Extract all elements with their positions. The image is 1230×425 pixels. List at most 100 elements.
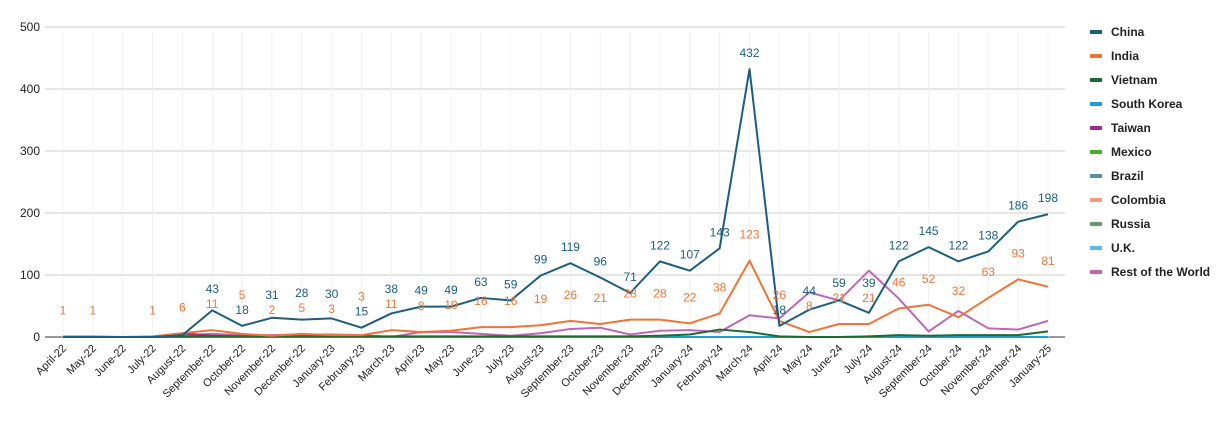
data-label: 6 bbox=[179, 300, 186, 314]
data-label: 59 bbox=[504, 277, 518, 291]
data-label: 49 bbox=[444, 283, 458, 297]
y-tick-label: 200 bbox=[20, 206, 40, 220]
data-label: 11 bbox=[385, 297, 398, 311]
data-label: 1 bbox=[149, 303, 156, 317]
data-label: 59 bbox=[832, 276, 846, 290]
data-label: 46 bbox=[892, 275, 906, 289]
data-label: 8 bbox=[418, 299, 425, 313]
data-label: 81 bbox=[1041, 254, 1055, 268]
data-label: 11 bbox=[206, 297, 219, 311]
data-label: 5 bbox=[298, 301, 305, 315]
data-label: 28 bbox=[653, 287, 667, 301]
series-line-china bbox=[63, 68, 1049, 338]
data-label: 28 bbox=[295, 286, 309, 300]
legend-label: Brazil bbox=[1111, 169, 1144, 183]
data-label: 107 bbox=[680, 248, 700, 262]
data-label: 52 bbox=[922, 272, 936, 286]
data-label: 31 bbox=[265, 288, 279, 302]
legend-item: India bbox=[1090, 44, 1210, 68]
data-label: 39 bbox=[862, 276, 876, 290]
legend-swatch bbox=[1090, 126, 1102, 130]
legend-swatch bbox=[1090, 222, 1102, 226]
legend-item: Brazil bbox=[1090, 164, 1210, 188]
series-line-india bbox=[63, 259, 1049, 338]
legend-swatch bbox=[1090, 54, 1102, 58]
data-label: 18 bbox=[773, 303, 787, 317]
x-tick-label: June-22 bbox=[92, 343, 129, 380]
data-label: 99 bbox=[534, 253, 548, 267]
data-label: 28 bbox=[623, 287, 637, 301]
data-label: 3 bbox=[328, 302, 335, 316]
data-label: 1 bbox=[90, 303, 97, 317]
data-label: 38 bbox=[385, 282, 399, 296]
legend-swatch bbox=[1090, 246, 1102, 250]
data-label: 49 bbox=[415, 284, 429, 298]
data-label: 26 bbox=[564, 288, 578, 302]
legend-label: U.K. bbox=[1111, 241, 1135, 255]
legend-label: Colombia bbox=[1111, 193, 1166, 207]
data-label: 138 bbox=[978, 228, 998, 242]
legend-label: Rest of the World bbox=[1111, 265, 1211, 279]
data-label: 15 bbox=[355, 305, 369, 319]
legend-item: Russia bbox=[1090, 212, 1210, 236]
data-label: 19 bbox=[534, 292, 548, 306]
y-tick-label: 0 bbox=[33, 330, 40, 344]
data-label: 22 bbox=[683, 290, 697, 304]
legend: China India Vietnam South Korea Taiwan Mexico… bbox=[1090, 20, 1210, 284]
legend-item: Mexico bbox=[1090, 140, 1210, 164]
data-label: 71 bbox=[623, 270, 637, 284]
data-label: 143 bbox=[710, 225, 730, 239]
x-tick-label: April-24 bbox=[750, 343, 785, 378]
x-tick-label: June-24 bbox=[809, 343, 846, 380]
data-label: 43 bbox=[206, 282, 220, 296]
x-tick-label: April-23 bbox=[392, 343, 427, 378]
legend-label: Mexico bbox=[1111, 145, 1152, 159]
data-label: 21 bbox=[862, 291, 876, 305]
x-tick-label: April-22 bbox=[34, 343, 69, 378]
data-label: 145 bbox=[919, 224, 939, 238]
legend-item: Taiwan bbox=[1090, 116, 1210, 140]
data-label: 186 bbox=[1008, 199, 1028, 213]
data-label: 16 bbox=[474, 294, 488, 308]
data-label: 38 bbox=[713, 280, 727, 294]
legend-label: South Korea bbox=[1111, 97, 1183, 111]
data-label: 21 bbox=[832, 291, 846, 305]
data-label: 123 bbox=[739, 228, 759, 242]
legend-label: Vietnam bbox=[1111, 73, 1158, 87]
y-tick-label: 400 bbox=[20, 82, 40, 96]
data-label: 432 bbox=[739, 46, 759, 60]
legend-swatch bbox=[1090, 78, 1102, 82]
data-label: 96 bbox=[594, 254, 608, 268]
legend-label: China bbox=[1111, 25, 1145, 39]
data-label: 8 bbox=[806, 299, 813, 313]
x-tick-label: June-23 bbox=[450, 343, 487, 380]
legend-label: Russia bbox=[1111, 217, 1151, 231]
data-label: 1 bbox=[60, 303, 67, 317]
legend-item: China bbox=[1090, 20, 1210, 44]
data-label: 63 bbox=[982, 265, 996, 279]
series-line-rest-of-the-world bbox=[63, 269, 1049, 338]
data-label: 30 bbox=[325, 287, 339, 301]
data-label: 122 bbox=[889, 238, 909, 252]
legend-swatch bbox=[1090, 174, 1102, 178]
data-label: 119 bbox=[561, 240, 580, 254]
legend-item: Rest of the World bbox=[1090, 260, 1210, 284]
data-label: 63 bbox=[474, 275, 488, 289]
data-label: 2 bbox=[269, 303, 276, 317]
data-label: 26 bbox=[773, 288, 787, 302]
data-label: 5 bbox=[239, 288, 246, 302]
data-label: 32 bbox=[952, 284, 966, 298]
legend-swatch bbox=[1090, 150, 1102, 154]
legend-swatch bbox=[1090, 102, 1102, 106]
legend-item: Colombia bbox=[1090, 188, 1210, 212]
data-label: 18 bbox=[235, 303, 249, 317]
data-label: 21 bbox=[594, 291, 608, 305]
y-tick-label: 100 bbox=[20, 268, 40, 282]
data-label: 3 bbox=[358, 290, 365, 304]
legend-label: Taiwan bbox=[1111, 121, 1151, 135]
line-chart: 0100200300400500April-22May-22June-22Jul… bbox=[20, 20, 1065, 400]
data-label: 198 bbox=[1038, 191, 1058, 205]
series-line-vietnam bbox=[63, 328, 1049, 338]
legend-label: India bbox=[1111, 49, 1140, 63]
legend-item: U.K. bbox=[1090, 236, 1210, 260]
